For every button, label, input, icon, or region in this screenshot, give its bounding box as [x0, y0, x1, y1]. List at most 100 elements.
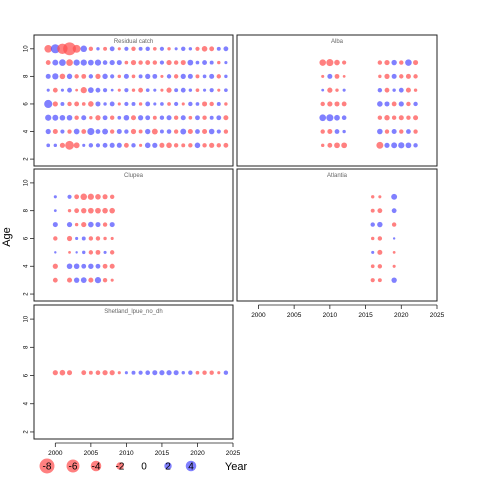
bubble: [81, 115, 87, 121]
bubble: [145, 128, 151, 135]
bubble: [217, 88, 221, 92]
bubble: [109, 142, 115, 148]
bubble: [59, 73, 66, 80]
bubble: [52, 87, 58, 93]
bubble: [116, 129, 122, 135]
bubble: [74, 74, 79, 79]
bubble: [138, 115, 144, 121]
bubble: [202, 370, 207, 375]
bubble: [224, 102, 228, 106]
bubble: [378, 74, 382, 79]
bubble: [52, 129, 58, 135]
bubble: [371, 236, 375, 241]
bubble: [202, 143, 207, 148]
bubble: [88, 221, 94, 228]
bubble: [80, 45, 88, 53]
bubble: [209, 101, 214, 107]
bubble: [60, 129, 65, 134]
bubble: [398, 87, 404, 93]
bubble: [180, 128, 187, 135]
panel-3: Clupea: [33, 168, 234, 302]
bubble: [45, 114, 52, 121]
bubble: [95, 87, 101, 93]
bubble: [131, 74, 136, 79]
bubble: [152, 370, 158, 376]
bubble: [88, 74, 94, 79]
bubble: [117, 74, 121, 79]
bubble: [53, 209, 57, 213]
legend-bubble: [39, 458, 55, 474]
bubble: [74, 115, 79, 120]
bubble: [391, 222, 397, 227]
legend-label: -4: [92, 462, 101, 473]
bubble: [327, 142, 333, 148]
bubble: [80, 59, 87, 66]
bubble: [95, 249, 101, 255]
bubble: [166, 87, 172, 93]
bubble: [88, 277, 94, 283]
bubble: [145, 88, 150, 92]
bubble: [209, 115, 214, 120]
bubble: [174, 47, 178, 51]
bubble: [405, 87, 411, 93]
bubble: [87, 127, 95, 136]
bubble: [217, 60, 221, 65]
bubble: [45, 60, 51, 65]
bubble: [377, 264, 383, 269]
bubble: [405, 73, 411, 79]
bubble: [223, 142, 229, 148]
bubble: [341, 101, 347, 107]
legend-label: 2: [165, 462, 171, 473]
bubble: [224, 74, 228, 79]
bubble: [167, 47, 171, 51]
bubble: [399, 74, 404, 79]
bubble: [167, 102, 171, 106]
x-tick-label: 2010: [323, 312, 338, 319]
bubble: [216, 46, 221, 51]
bubble: [384, 101, 390, 107]
panel-1: Residual catch: [33, 34, 234, 167]
bubble: [145, 73, 151, 79]
bubble: [102, 73, 108, 80]
bubble: [334, 142, 340, 149]
bubble: [74, 222, 79, 227]
bubble: [188, 115, 193, 120]
bubble: [224, 88, 228, 92]
bubble: [95, 236, 101, 241]
bubble: [75, 88, 79, 92]
bubble: [67, 208, 72, 213]
bubble: [181, 371, 185, 375]
bubble: [326, 114, 334, 122]
bubble: [117, 88, 121, 92]
bubble: [320, 129, 325, 134]
bubble: [377, 101, 383, 107]
x-tick-label: 2005: [287, 312, 302, 319]
legend-label: 4: [188, 462, 194, 473]
bubble: [54, 251, 57, 254]
bubble: [195, 370, 200, 375]
bubble: [203, 88, 207, 92]
legend-label: 0: [141, 462, 147, 473]
bubble: [209, 88, 214, 93]
bubble: [138, 370, 143, 375]
bubble: [87, 207, 94, 214]
bubble: [413, 101, 418, 107]
axes: 2 4 6 8 10 2 4 6 8 10 2 4 6 8 10 2000 2005 2010 2015 2020 20…: [24, 45, 445, 457]
bubble: [145, 46, 150, 51]
legend-bubble: [164, 462, 172, 470]
bubble: [81, 221, 87, 228]
bubble: [181, 143, 186, 148]
legend-item: 0: [141, 462, 147, 473]
bubble: [131, 143, 136, 148]
bubble: [377, 60, 383, 65]
panel-5: Shetland_lpue_no_dh: [33, 304, 234, 440]
bubble: [327, 87, 333, 93]
panel-title: Clupea: [124, 173, 144, 179]
bubble: [173, 370, 179, 376]
bubble: [73, 263, 80, 270]
panel-title: Residual catch: [114, 39, 153, 45]
bubble: [406, 101, 411, 107]
bubble: [130, 59, 137, 66]
bubble: [130, 115, 137, 121]
bubble: [95, 194, 101, 200]
